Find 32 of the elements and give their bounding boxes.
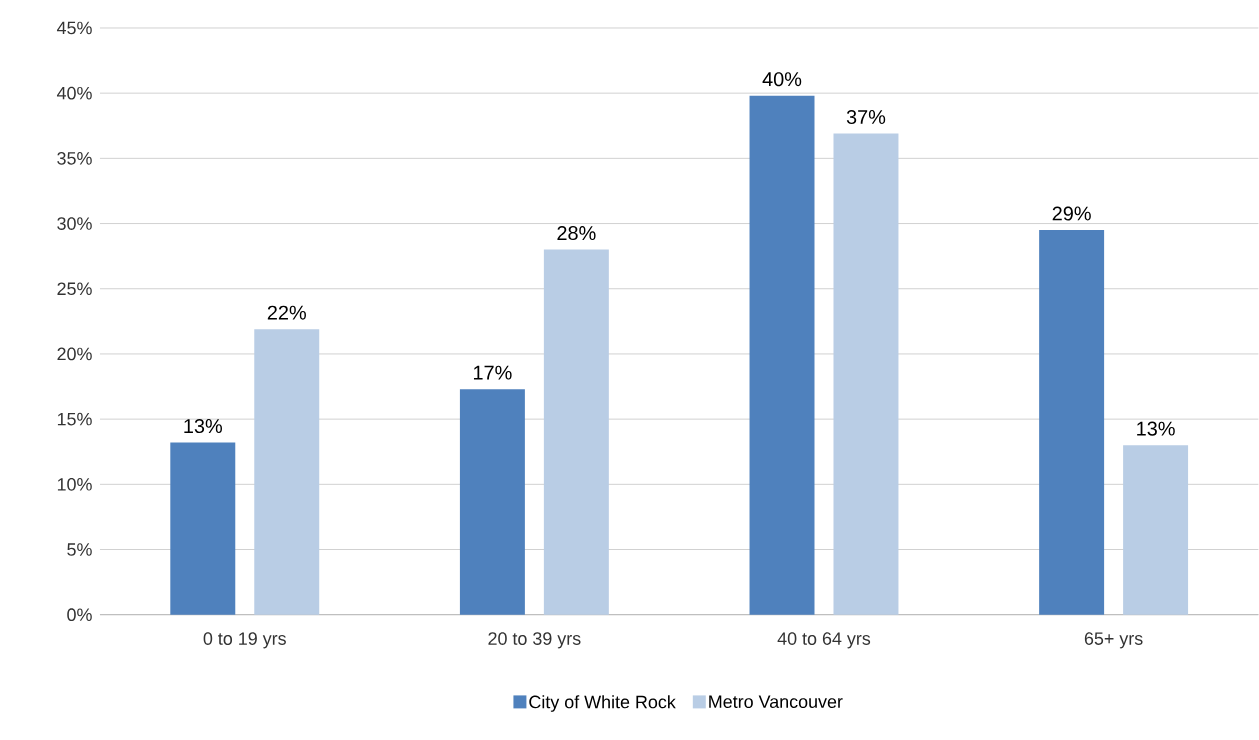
- bar: [749, 95, 815, 615]
- legend-label: City of White Rock: [529, 695, 676, 713]
- y-tick-label: 25%: [57, 282, 92, 296]
- y-tick-label: 30%: [57, 217, 92, 231]
- bar: [1123, 445, 1189, 615]
- y-tick-label: 5%: [67, 543, 92, 556]
- x-tick-label: 65+ yrs: [1084, 632, 1143, 649]
- data-label: 28%: [557, 226, 596, 241]
- x-tick-label: 20 to 39 yrs: [488, 632, 581, 649]
- y-tick-label: 20%: [57, 347, 92, 361]
- bar: [254, 329, 320, 615]
- data-label: 13%: [1137, 421, 1175, 436]
- y-tick-label: 0%: [67, 608, 92, 622]
- data-label: 29%: [1052, 206, 1091, 221]
- bar: [1039, 230, 1105, 615]
- bar: [459, 389, 525, 615]
- data-label: 22%: [267, 305, 306, 320]
- bar: [170, 442, 236, 615]
- data-label: 13%: [184, 419, 222, 434]
- bar: [833, 133, 899, 615]
- y-tick-label: 35%: [57, 152, 92, 165]
- data-label: 40%: [762, 72, 802, 87]
- x-tick-label: 40 to 64 yrs: [777, 632, 871, 649]
- y-tick-label: 40%: [56, 86, 92, 100]
- data-label: 17%: [473, 365, 512, 380]
- data-label: 37%: [846, 110, 886, 125]
- y-tick-label: 15%: [57, 412, 92, 426]
- y-tick-label: 10%: [57, 478, 92, 491]
- bar: [543, 249, 609, 615]
- y-tick-label: 45%: [56, 21, 92, 35]
- x-tick-label: 0 to 19 yrs: [203, 632, 286, 649]
- legend-label: Metro Vancouver: [709, 695, 843, 709]
